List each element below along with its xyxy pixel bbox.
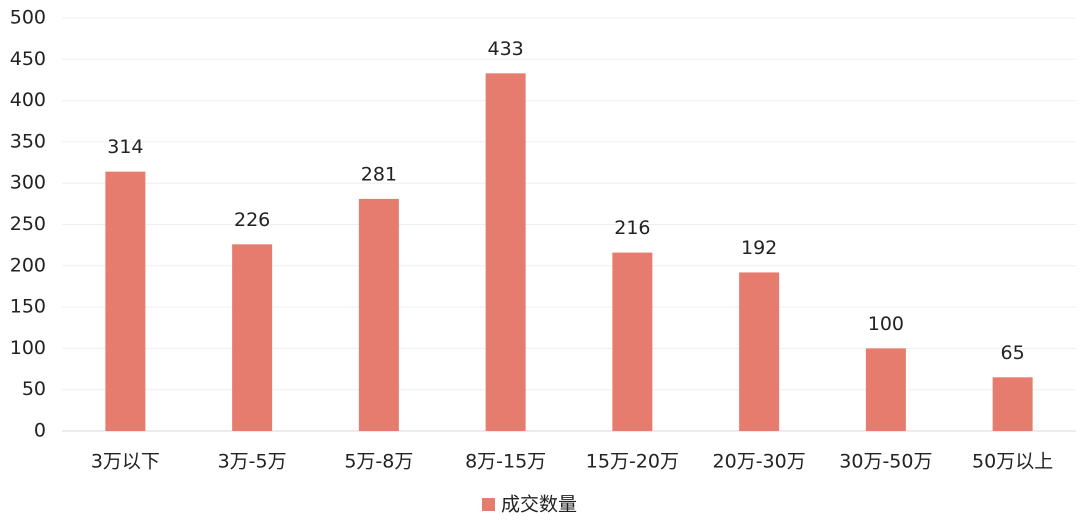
y-tick-label: 0 — [34, 420, 46, 442]
data-label: 314 — [107, 136, 143, 158]
bar — [992, 377, 1033, 431]
data-label: 226 — [234, 209, 270, 231]
y-tick-label: 450 — [10, 48, 46, 70]
bar — [232, 244, 273, 431]
x-tick-label: 3万以下 — [91, 451, 160, 473]
y-tick-label: 250 — [10, 213, 46, 235]
y-tick-label: 150 — [10, 296, 46, 318]
x-tick-label: 5万-8万 — [344, 451, 413, 473]
data-label: 216 — [614, 217, 650, 239]
y-tick-label: 500 — [10, 7, 46, 29]
data-label: 281 — [361, 163, 397, 185]
y-tick-label: 400 — [10, 89, 46, 111]
bar — [865, 348, 906, 431]
x-tick-label: 30万-50万 — [839, 451, 932, 473]
y-tick-label: 100 — [10, 337, 46, 359]
data-label: 192 — [741, 237, 777, 259]
bar — [358, 198, 399, 431]
bar — [612, 252, 653, 431]
y-tick-label: 200 — [10, 254, 46, 276]
x-tick-label: 15万-20万 — [586, 451, 679, 473]
legend-swatch — [482, 498, 495, 511]
bar — [485, 73, 526, 431]
bar — [739, 272, 780, 431]
data-label: 100 — [868, 313, 904, 335]
legend-label: 成交数量 — [501, 494, 577, 516]
y-tick-label: 300 — [10, 172, 46, 194]
x-tick-label: 20万-30万 — [713, 451, 806, 473]
data-label: 65 — [1001, 342, 1025, 364]
y-tick-label: 350 — [10, 130, 46, 152]
bar — [105, 171, 146, 432]
y-tick-label: 50 — [22, 378, 46, 400]
x-tick-label: 50万以上 — [972, 451, 1053, 473]
x-tick-label: 3万-5万 — [218, 451, 287, 473]
data-label: 433 — [487, 38, 523, 60]
x-tick-label: 8万-15万 — [465, 451, 546, 473]
